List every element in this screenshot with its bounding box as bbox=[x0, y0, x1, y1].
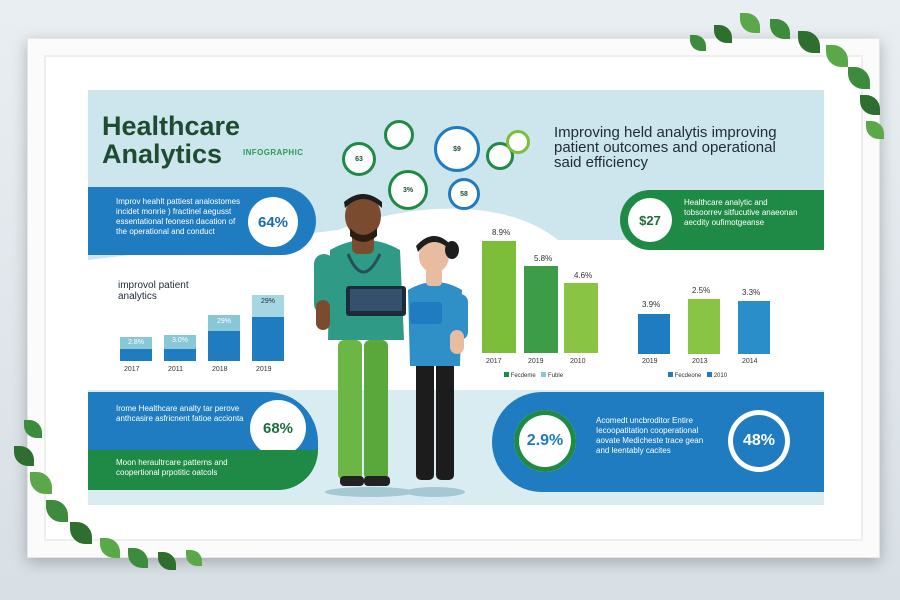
left-band-middle: Irome Healthcare analty tar perove anthc… bbox=[88, 392, 318, 456]
right-stat-ring-left: 2.9% bbox=[514, 410, 576, 472]
poster-subtitle: INFOGRAPHIC bbox=[243, 148, 304, 157]
bubble-7 bbox=[506, 130, 530, 154]
ivy-decoration-bottom bbox=[0, 410, 230, 600]
left-band-top: Improv heahlt pattiest analostomes incid… bbox=[88, 187, 316, 255]
left-band-top-text: Improv heahlt pattiest analostomes incid… bbox=[116, 197, 241, 236]
bubble-1: 63 bbox=[342, 142, 376, 176]
right-chart-legend: Fecdeone 2010 bbox=[668, 372, 727, 379]
right-band-bottom: 2.9% Acomedt uncbroditor Entire Iecoopat… bbox=[492, 392, 824, 492]
right-legend-swatch-2 bbox=[707, 372, 713, 377]
left-bar-chart: 2.8% 3.0% 29% 29% bbox=[118, 295, 298, 361]
center-bar-label-2: 5.8% bbox=[534, 254, 553, 263]
right-legend-swatch-1 bbox=[668, 372, 673, 377]
right-stat-ring-right: 48% bbox=[728, 410, 790, 472]
legend-swatch-1 bbox=[504, 372, 509, 377]
poster-headline: Improving held analytis improving patien… bbox=[554, 124, 777, 171]
title-line-1: Healthcare bbox=[102, 111, 241, 141]
bubble-3: $9 bbox=[434, 126, 480, 172]
bubble-6 bbox=[486, 142, 514, 170]
left-bar-3: 29% bbox=[208, 315, 240, 361]
left-band-middle-text: Irome Healthcare analty tar perove anthc… bbox=[116, 404, 244, 423]
right-bar-3 bbox=[738, 301, 770, 354]
right-band-top: $27 Healthcare analytic and tobsoorrev s… bbox=[620, 190, 824, 250]
healthcare-workers-illustration bbox=[314, 194, 468, 497]
right-bar-chart: 3.9% 2.5% 3.3% bbox=[634, 286, 784, 354]
center-bar-label-3: 4.6% bbox=[574, 271, 593, 280]
infographic-poster: Healthcare Analytics INFOGRAPHIC Improvi… bbox=[88, 90, 824, 505]
center-bar-2 bbox=[524, 266, 558, 353]
right-bar-label-2: 2.5% bbox=[692, 286, 711, 295]
center-bar-3 bbox=[564, 283, 598, 353]
right-band-stat: $27 bbox=[628, 198, 672, 242]
bubble-2 bbox=[384, 120, 414, 150]
right-bar-1 bbox=[638, 314, 670, 354]
right-band-bottom-text: Acomedt uncbroditor Entire Iecoopatitati… bbox=[596, 416, 704, 455]
title-line-2: Analytics bbox=[102, 139, 223, 169]
right-bar-label-3: 3.3% bbox=[742, 288, 761, 297]
right-band-text: Healthcare analytic and tobsoorrev sitfu… bbox=[684, 198, 798, 227]
left-bar-1: 2.8% bbox=[120, 337, 152, 361]
poster-title: Healthcare Analytics bbox=[102, 112, 240, 168]
center-bar-chart: 8.9% 5.8% 4.6% bbox=[474, 228, 604, 353]
right-bar-2 bbox=[688, 299, 720, 354]
legend-swatch-2 bbox=[541, 372, 547, 377]
bubble-4: 3% bbox=[388, 170, 428, 210]
left-band-bottom-text: Moon heraultrcare patterns and coopertio… bbox=[116, 458, 228, 477]
center-chart-legend: Fecdeme Fuble bbox=[504, 372, 563, 379]
center-bar-1 bbox=[482, 241, 516, 353]
center-bar-label-1: 8.9% bbox=[492, 228, 511, 237]
left-bar-4: 29% bbox=[252, 295, 284, 361]
ivy-decoration-top bbox=[680, 5, 900, 155]
left-band-bottom: Moon heraultrcare patterns and coopertio… bbox=[88, 450, 318, 490]
left-bar-2: 3.0% bbox=[164, 335, 196, 361]
left-band-top-stat: 64% bbox=[248, 197, 298, 247]
bubble-5: 58 bbox=[448, 178, 480, 210]
left-band-middle-stat: 68% bbox=[250, 400, 306, 456]
left-chart-label: improvol patient analytics bbox=[118, 280, 189, 302]
right-bar-label-1: 3.9% bbox=[642, 300, 661, 309]
